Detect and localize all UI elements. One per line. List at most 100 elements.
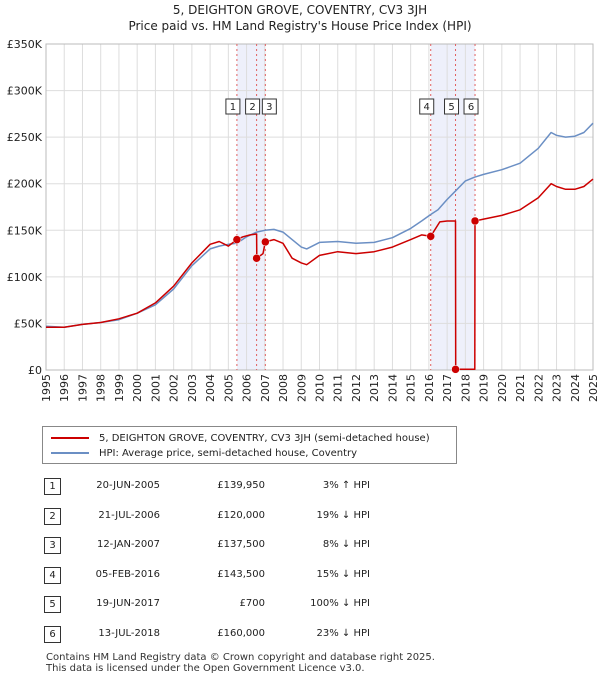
x-tick-label: 2010	[314, 374, 327, 402]
row-price: £120,000	[217, 510, 265, 521]
row-price: £143,500	[217, 569, 265, 580]
plot-border	[45, 43, 594, 371]
x-tick-label: 2012	[350, 374, 363, 402]
transaction-label-2: 2	[249, 102, 255, 113]
row-hpi-diff: 15% ↓ HPI	[316, 569, 370, 580]
row-hpi-diff: 3% ↑ HPI	[322, 480, 370, 491]
row-price: £160,000	[217, 628, 265, 639]
row-date: 19-JUN-2017	[96, 598, 160, 609]
row-number-badge: 5	[44, 596, 61, 613]
x-tick-label: 2008	[277, 374, 290, 402]
transaction-label-6: 6	[468, 102, 474, 113]
x-tick-label: 2017	[441, 374, 454, 402]
x-tick-label: 2016	[423, 374, 436, 402]
row-price: £139,950	[217, 480, 265, 491]
transaction-label-box	[463, 98, 479, 115]
transaction-label-box	[245, 98, 261, 115]
table-row: 3 12-JAN-2007 £137,500 8% ↓ HPI	[0, 529, 600, 559]
y-tick-label: £150K	[7, 224, 43, 237]
y-tick-label: £350K	[7, 38, 43, 51]
transaction-point	[232, 235, 242, 244]
x-tick-label: 2002	[168, 374, 181, 402]
table-row: 6 13-JUL-2018 £160,000 23% ↓ HPI	[0, 618, 600, 648]
transaction-label-box	[444, 98, 460, 115]
y-tick-label: £250K	[7, 131, 43, 144]
shaded-period	[236, 44, 266, 370]
y-tick-label: £0	[28, 364, 42, 377]
x-tick-label: 1995	[40, 374, 53, 402]
legend-item-property: 5, DEIGHTON GROVE, COVENTRY, CV3 3JH (se…	[51, 431, 430, 445]
x-tick-label: 2024	[569, 374, 582, 402]
table-row: 1 20-JUN-2005 £139,950 3% ↑ HPI	[0, 470, 600, 500]
legend-swatch-property	[51, 437, 89, 439]
x-tick-label: 1996	[58, 374, 71, 402]
table-row: 2 21-JUL-2006 £120,000 19% ↓ HPI	[0, 500, 600, 530]
x-tick-label: 2025	[587, 374, 600, 402]
chart-legend: 5, DEIGHTON GROVE, COVENTRY, CV3 3JH (se…	[42, 426, 457, 464]
row-hpi-diff: 23% ↓ HPI	[316, 628, 370, 639]
row-number-badge: 1	[44, 478, 61, 495]
shaded-period	[430, 44, 476, 370]
table-row: 4 05-FEB-2016 £143,500 15% ↓ HPI	[0, 559, 600, 589]
x-tick-label: 2013	[368, 374, 381, 402]
hpi-line	[45, 122, 594, 328]
transaction-point	[261, 237, 270, 247]
x-tick-label: 2015	[405, 374, 418, 402]
footer-line-copyright: Contains HM Land Registry data © Crown c…	[46, 652, 435, 663]
row-date: 13-JUL-2018	[98, 628, 160, 639]
x-tick-label: 2018	[459, 374, 472, 402]
row-date: 21-JUL-2006	[98, 510, 160, 521]
row-price: £137,500	[217, 539, 265, 550]
property-price-line	[46, 178, 594, 371]
transaction-label-5: 5	[448, 102, 454, 113]
transaction-point	[426, 232, 435, 241]
transaction-label-3: 3	[266, 102, 272, 113]
x-tick-label: 2021	[514, 374, 527, 402]
x-tick-label: 2000	[131, 374, 144, 402]
y-tick-label: £300K	[7, 85, 43, 98]
x-tick-label: 2006	[241, 374, 254, 402]
row-date: 20-JUN-2005	[96, 480, 160, 491]
x-tick-label: 2004	[204, 374, 217, 402]
legend-label-property: 5, DEIGHTON GROVE, COVENTRY, CV3 3JH (se…	[99, 432, 430, 444]
row-hpi-diff: 19% ↓ HPI	[316, 510, 370, 521]
transaction-label-4: 4	[424, 102, 430, 113]
chart-title: 5, DEIGHTON GROVE, COVENTRY, CV3 3JH	[172, 3, 428, 17]
x-tick-label: 1998	[95, 374, 108, 402]
attribution-footer: Contains HM Land Registry data © Crown c…	[46, 652, 435, 674]
transaction-label-box	[225, 98, 241, 115]
legend-item-hpi: HPI: Average price, semi-detached house,…	[51, 446, 357, 460]
chart-subtitle: Price paid vs. HM Land Registry's House …	[128, 19, 472, 33]
x-tick-label: 2011	[332, 374, 345, 402]
x-tick-label: 2005	[222, 374, 235, 402]
row-number-badge: 6	[44, 626, 61, 643]
transaction-label-box	[419, 98, 435, 115]
row-number-badge: 3	[44, 537, 61, 554]
x-tick-label: 2019	[478, 374, 491, 402]
y-tick-label: £50K	[14, 317, 43, 330]
x-tick-label: 1999	[113, 374, 126, 402]
row-hpi-diff: 8% ↓ HPI	[322, 539, 370, 550]
footer-line-licence: This data is licensed under the Open Gov…	[46, 663, 365, 674]
x-tick-label: 2023	[551, 374, 564, 402]
row-date: 05-FEB-2016	[95, 569, 160, 580]
x-tick-label: 2009	[295, 374, 308, 402]
x-tick-label: 2022	[532, 374, 545, 402]
transaction-label-box	[261, 98, 277, 115]
price-chart: £0 £50K £100K £150K £200K £250K £300K £350K 1995…	[7, 38, 600, 402]
x-tick-label: 2007	[259, 374, 272, 402]
transaction-label-1: 1	[230, 102, 236, 113]
x-tick-label: 2001	[149, 374, 162, 402]
row-date: 12-JAN-2007	[96, 539, 160, 550]
x-tick-label: 1997	[76, 374, 89, 402]
transaction-point	[470, 216, 480, 226]
x-tick-label: 2020	[496, 374, 509, 402]
transaction-point	[451, 365, 460, 374]
legend-swatch-hpi	[51, 452, 89, 454]
x-tick-label: 2014	[386, 374, 399, 402]
y-tick-label: £100K	[7, 271, 43, 284]
row-hpi-diff: 100% ↓ HPI	[310, 598, 370, 609]
legend-label-hpi: HPI: Average price, semi-detached house,…	[99, 447, 358, 459]
row-number-badge: 2	[44, 508, 61, 525]
y-tick-label: £200K	[7, 178, 43, 191]
